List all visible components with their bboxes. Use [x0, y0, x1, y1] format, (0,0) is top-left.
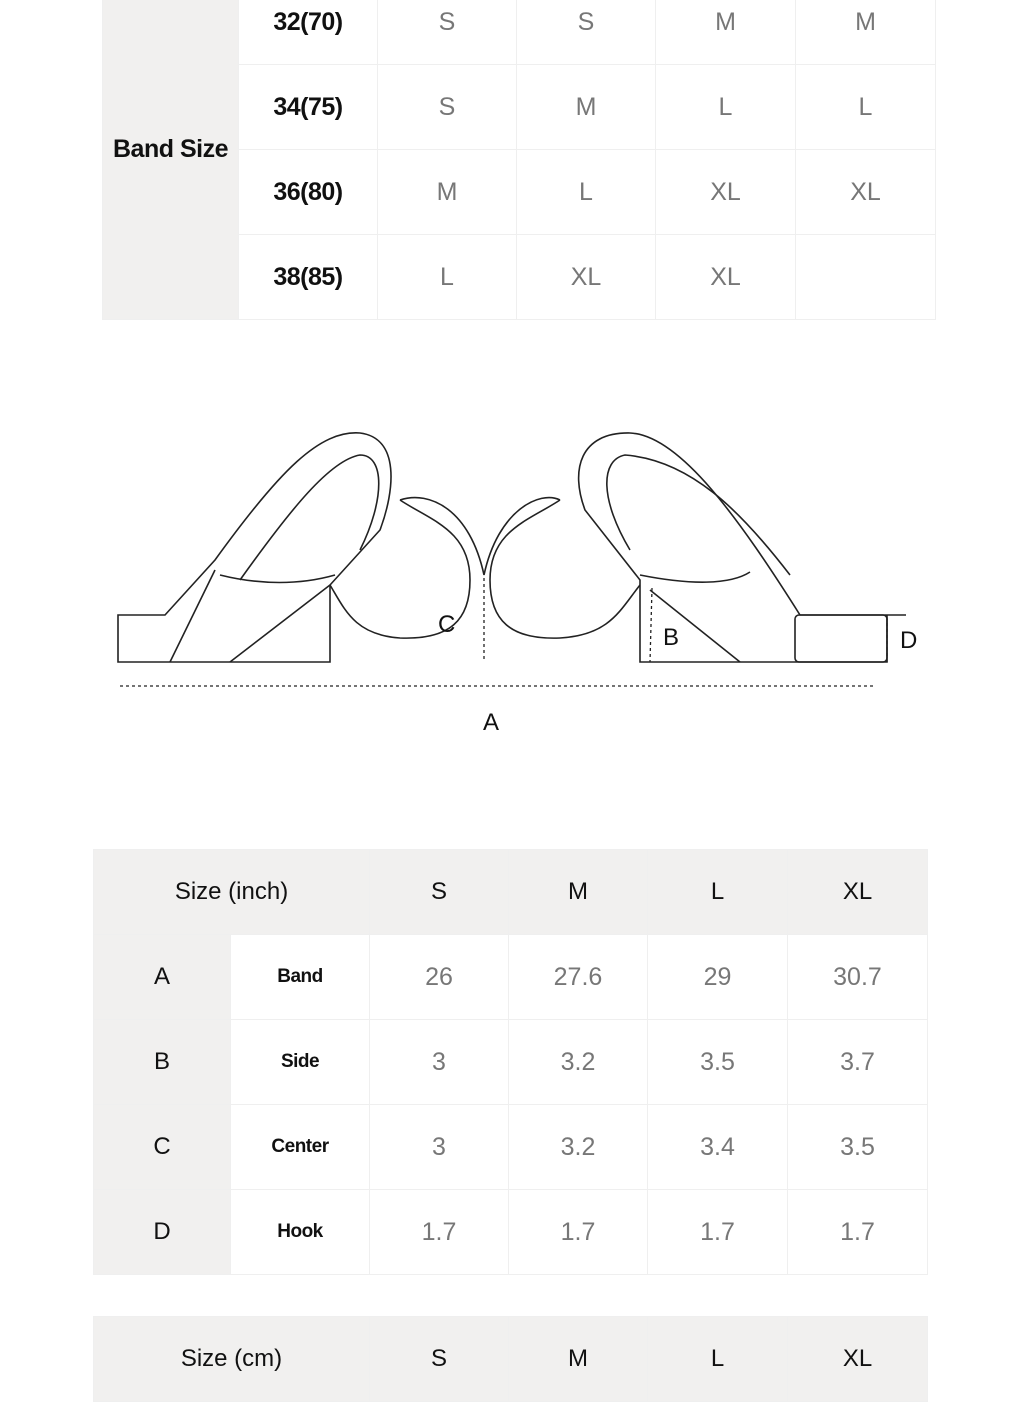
measure-name: Center: [230, 1104, 370, 1190]
table-row: C Center 3 3.2 3.4 3.5: [93, 1104, 928, 1190]
size-cell: L: [516, 149, 656, 235]
size-cell: L: [655, 64, 796, 150]
size-cell: M: [655, 0, 796, 65]
size-cell: S: [377, 0, 517, 65]
measure-value: 1.7: [369, 1189, 509, 1275]
measure-value: 3.5: [787, 1104, 928, 1190]
table-row: B Side 3 3.2 3.5 3.7: [93, 1019, 928, 1105]
band-value: 36(80): [238, 149, 378, 235]
size-cell: M: [795, 0, 936, 65]
header-size: S: [369, 849, 509, 935]
measure-letter: C: [93, 1104, 231, 1190]
measure-value: 1.7: [508, 1189, 648, 1275]
measure-value: 3: [369, 1019, 509, 1105]
bra-measurement-diagram: C B D A: [117, 432, 917, 736]
measure-letter: B: [93, 1019, 231, 1105]
measure-value: 3.4: [647, 1104, 788, 1190]
measure-name: Band: [230, 934, 370, 1020]
measure-value: 3.7: [787, 1019, 928, 1105]
band-value: 32(70): [238, 0, 378, 65]
table-row: 38(85) L XL XL: [103, 234, 936, 320]
label-c: C: [438, 611, 455, 638]
measure-value: 3: [369, 1104, 509, 1190]
header-size: XL: [787, 1316, 928, 1402]
label-d: D: [900, 627, 917, 654]
measure-value: 3.2: [508, 1019, 648, 1105]
size-cell: XL: [516, 234, 656, 320]
size-cell: [795, 234, 936, 320]
size-cell: L: [795, 64, 936, 150]
bra-outline-icon: [117, 432, 906, 663]
band-size-table: Band Size 32(70) S S M M 34(75) S M L L 36(80) M L XL X…: [102, 0, 936, 320]
measure-value: 3.5: [647, 1019, 788, 1105]
measure-name: Hook: [230, 1189, 370, 1275]
header-size: XL: [787, 849, 928, 935]
header-size: M: [508, 1316, 648, 1402]
measure-value: 30.7: [787, 934, 928, 1020]
table-row: 36(80) M L XL XL: [103, 149, 936, 235]
size-cell: XL: [655, 149, 796, 235]
label-a: A: [483, 709, 499, 736]
measure-value: 26: [369, 934, 509, 1020]
header-size-cm: Size (cm): [93, 1316, 370, 1402]
measure-value: 29: [647, 934, 788, 1020]
measure-value: 27.6: [508, 934, 648, 1020]
size-cell: XL: [655, 234, 796, 320]
size-cell: L: [377, 234, 517, 320]
size-cell: S: [516, 0, 656, 65]
label-b: B: [663, 624, 679, 651]
size-cell: M: [516, 64, 656, 150]
size-cell: M: [377, 149, 517, 235]
cm-size-table: Size (cm) S M L XL: [93, 1316, 928, 1402]
table-row: 34(75) S M L L: [103, 64, 936, 150]
header-size-inch: Size (inch): [93, 849, 370, 935]
measure-letter: D: [93, 1189, 231, 1275]
measure-value: 1.7: [787, 1189, 928, 1275]
measure-name: Side: [230, 1019, 370, 1105]
band-size-label: Band Size: [102, 0, 239, 320]
header-size: L: [647, 1316, 788, 1402]
table-row: Band Size 32(70) S S M M: [102, 0, 936, 320]
measure-value: 1.7: [647, 1189, 788, 1275]
header-size: L: [647, 849, 788, 935]
size-cell: XL: [795, 149, 936, 235]
header-size: M: [508, 849, 648, 935]
band-value: 34(75): [238, 64, 378, 150]
header-row: Size (inch) S M L XL: [93, 849, 928, 935]
measure-letter: A: [93, 934, 231, 1020]
header-row: Size (cm) S M L XL: [93, 1316, 928, 1402]
inch-size-table: Size (inch) S M L XL A Band 26 27.6 29 30.7 B Side 3 3…: [93, 849, 928, 1275]
header-size: S: [369, 1316, 509, 1402]
size-cell: S: [377, 64, 517, 150]
table-row: A Band 26 27.6 29 30.7: [93, 934, 928, 1020]
side-measure-line: [649, 587, 653, 663]
measure-value: 3.2: [508, 1104, 648, 1190]
band-value: 38(85): [238, 234, 378, 320]
table-row: D Hook 1.7 1.7 1.7 1.7: [93, 1189, 928, 1275]
